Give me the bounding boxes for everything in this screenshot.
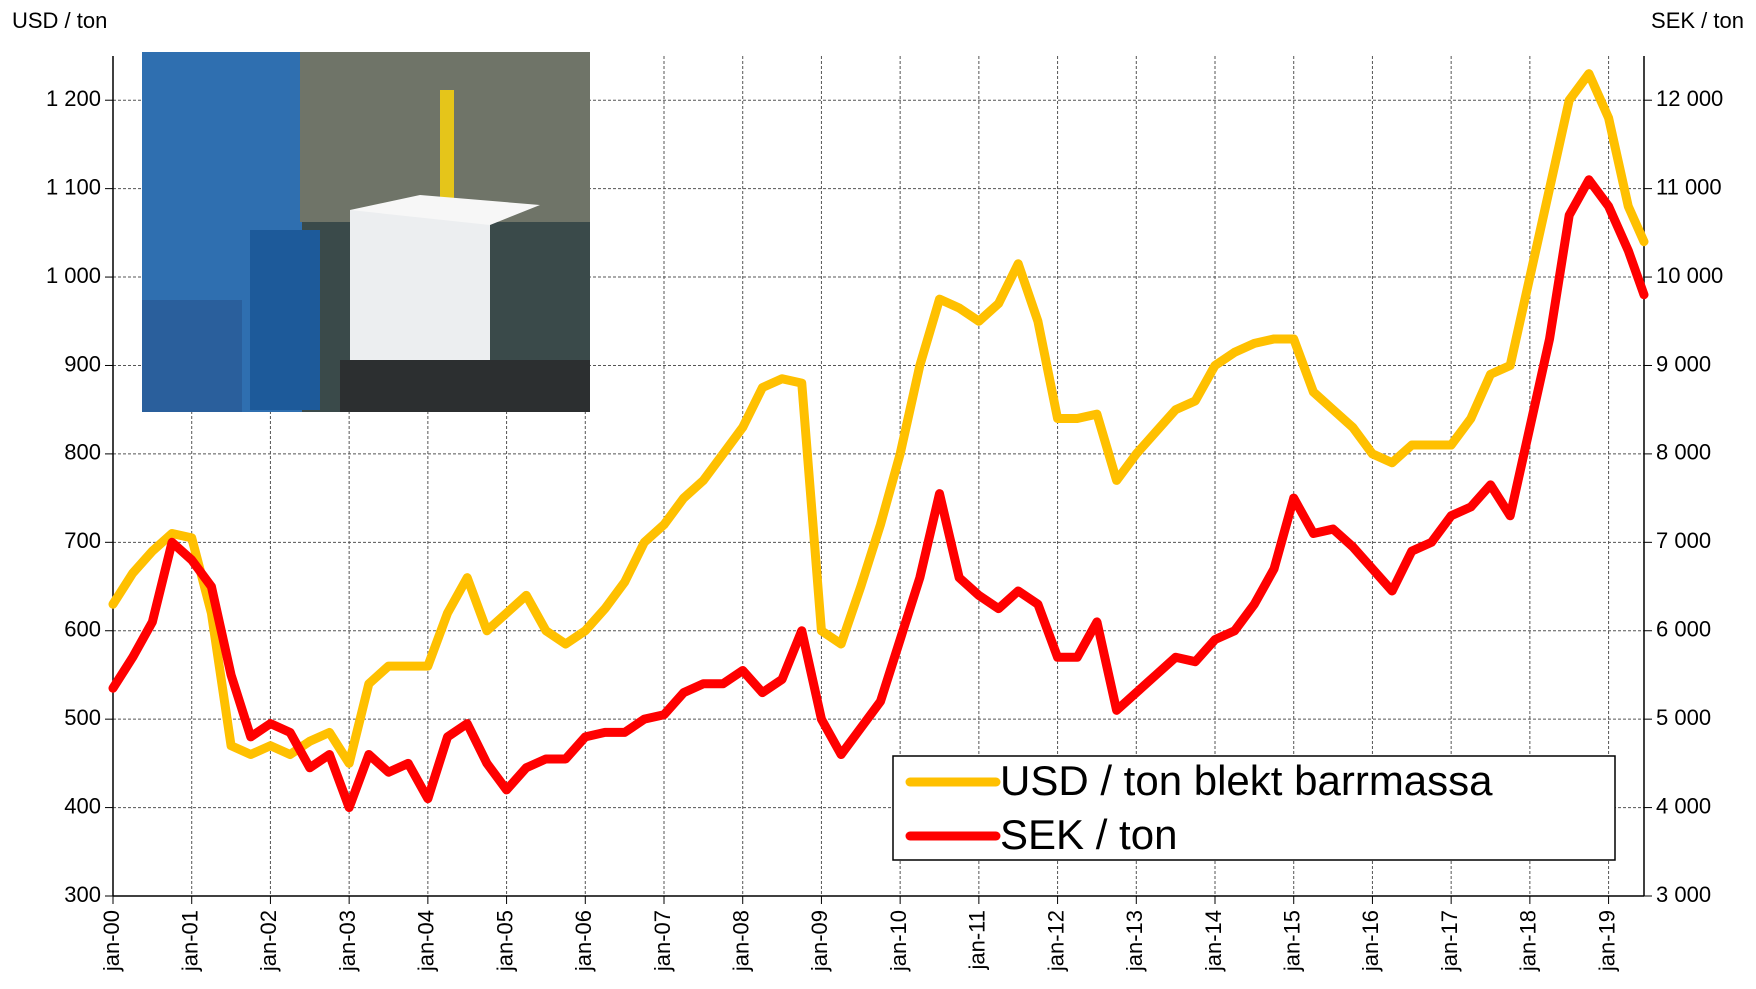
y-tick-label: 1 100 [46,174,101,199]
y2-tick-label: 9 000 [1656,351,1711,376]
x-tick-label: jan-15 [1280,910,1305,972]
x-tick-label: jan-19 [1594,910,1619,972]
y-tick-label: 600 [64,617,101,642]
x-tick-label: jan-09 [807,910,832,972]
x-tick-label: jan-17 [1437,910,1462,972]
x-tick-label: jan-02 [256,910,281,972]
x-tick-label: jan-03 [335,910,360,972]
data-line [108,175,1649,813]
x-tick-label: jan-06 [571,910,596,972]
x-tick-label: jan-18 [1516,910,1541,972]
legend: USD / ton blekt barrmassa SEK / ton [892,755,1616,861]
y2-tick-label: 4 000 [1656,793,1711,818]
y2-tick-label: 6 000 [1656,617,1711,642]
x-tick-label: jan-12 [1043,910,1068,972]
y-tick-label: 400 [64,793,101,818]
y-tick-label: 500 [64,705,101,730]
inset-photo [142,52,590,412]
y2-tick-label: 8 000 [1656,440,1711,465]
x-tick-label: jan-07 [650,910,675,972]
y-tick-label: 700 [64,528,101,553]
x-tick-label: jan-16 [1358,910,1383,972]
x-tick-label: jan-05 [492,910,517,972]
y2-tick-label: 11 000 [1656,174,1722,199]
y-tick-label: 1 200 [46,86,101,111]
legend-label: SEK / ton [1000,811,1177,858]
legend-box [892,755,1616,861]
y2-axis-label: SEK / ton [1651,8,1744,33]
data-line [108,69,1649,768]
x-tick-label: jan-14 [1201,910,1226,972]
x-tick-label: jan-10 [886,910,911,972]
x-tick-label: jan-11 [965,910,990,971]
legend-label: USD / ton blekt barrmassa [1000,757,1493,804]
x-tick-label: jan-04 [414,910,439,972]
y-axis-label: USD / ton [12,8,107,33]
x-tick-label: jan-08 [729,910,754,972]
y2-tick-label: 5 000 [1656,705,1711,730]
y-tick-label: 1 000 [46,263,101,288]
x-tick-label: jan-13 [1122,910,1147,972]
plot-area [105,56,1652,904]
x-tick-label: jan-01 [178,910,203,972]
y2-tick-label: 3 000 [1656,882,1711,907]
x-tick-label: jan-00 [99,910,124,972]
y2-tick-label: 7 000 [1656,528,1711,553]
y-tick-label: 300 [64,882,101,907]
y2-tick-label: 10 000 [1656,263,1723,288]
y-tick-label: 800 [64,440,101,465]
y-tick-label: 900 [64,351,101,376]
y2-tick-label: 12 000 [1656,86,1723,111]
